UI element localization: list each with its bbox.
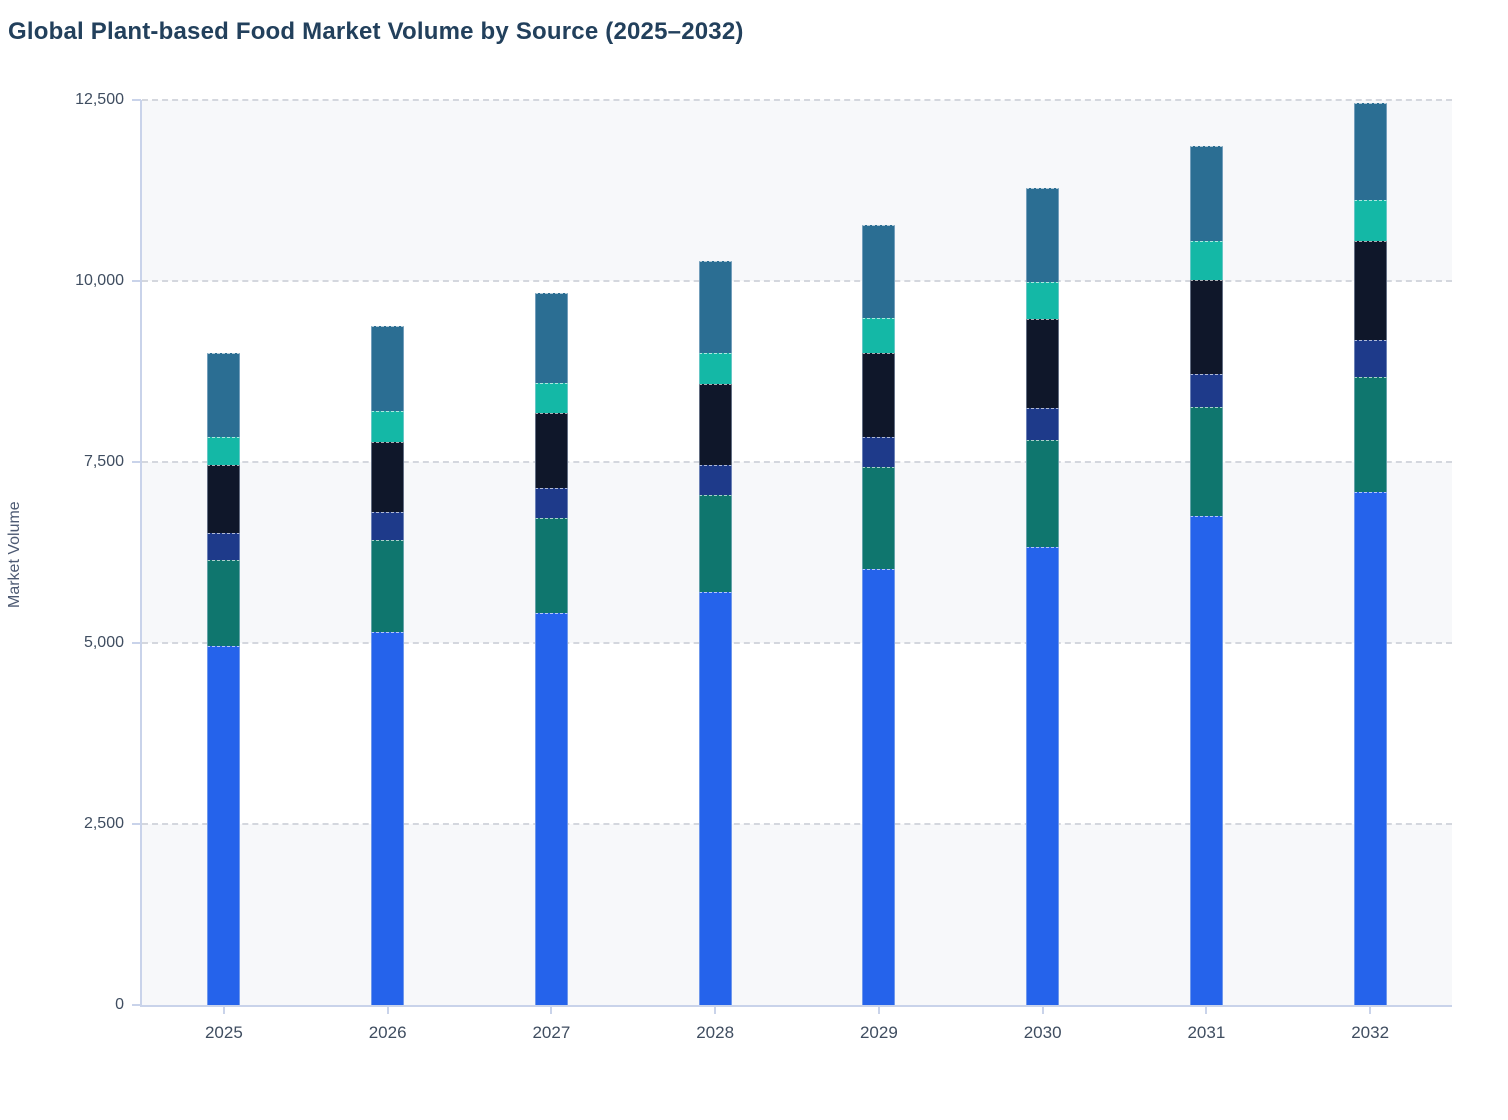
background-band	[142, 281, 1452, 462]
bar-2025-series-3[interactable]	[207, 532, 241, 561]
bar-2032-series-3[interactable]	[1353, 340, 1387, 377]
background-band	[142, 462, 1452, 643]
bar-2025-series-4[interactable]	[207, 464, 241, 533]
bar-2031-series-3[interactable]	[1189, 373, 1223, 407]
background-band	[142, 100, 1452, 281]
y-tick-label: 5,000	[83, 634, 124, 651]
bar-2025-series-1-bottom[interactable]	[207, 645, 241, 1005]
bar-2028-series-2[interactable]	[698, 495, 732, 593]
y-axis-tick	[132, 461, 141, 463]
bar-2031-series-5[interactable]	[1189, 241, 1223, 281]
gridline	[142, 280, 1452, 282]
y-axis-tick	[132, 99, 141, 101]
bar-2029	[862, 225, 896, 1005]
y-axis-tick	[132, 280, 141, 282]
bar-2029-series-3[interactable]	[862, 436, 896, 468]
bar-2032-series-4[interactable]	[1353, 241, 1387, 341]
bar-2030-series-3[interactable]	[1026, 407, 1060, 440]
gridline	[142, 642, 1452, 644]
bar-2031-series-4[interactable]	[1189, 280, 1223, 374]
bar-2028-series-3[interactable]	[698, 464, 732, 496]
x-axis-tick	[1041, 1005, 1044, 1014]
x-tick-label-2028: 2028	[696, 1023, 735, 1042]
bar-2030	[1026, 187, 1060, 1005]
x-tick-label-2031: 2031	[1187, 1023, 1226, 1042]
x-tick-label-2025: 2025	[204, 1023, 243, 1042]
bar-2032-series-1-bottom[interactable]	[1353, 492, 1387, 1005]
bar-2027-series-5[interactable]	[534, 383, 568, 413]
x-tick-label-2032: 2032	[1351, 1023, 1390, 1042]
bar-2032-series-2[interactable]	[1353, 376, 1387, 493]
y-tick-label: 10,000	[75, 272, 124, 289]
gridline	[142, 461, 1452, 463]
bar-2028-series-4[interactable]	[698, 383, 732, 465]
x-tick-label-2026: 2026	[368, 1023, 407, 1042]
bar-2029-series-6-top[interactable]	[862, 225, 896, 318]
bar-2027-series-6-top[interactable]	[534, 293, 568, 384]
background-band	[142, 643, 1452, 824]
bar-2025-series-6-top[interactable]	[207, 352, 241, 438]
bar-2027-series-3[interactable]	[534, 488, 568, 518]
bar-2027-series-2[interactable]	[534, 517, 568, 613]
bar-2026-series-5[interactable]	[371, 410, 405, 442]
y-axis-tick	[132, 823, 141, 825]
bar-2025-series-5[interactable]	[207, 437, 241, 465]
x-axis-tick	[1205, 1005, 1208, 1014]
bar-2031	[1189, 145, 1223, 1005]
background-band	[142, 824, 1452, 1005]
x-tick-label-2029: 2029	[859, 1023, 898, 1042]
bar-2027-series-4[interactable]	[534, 412, 568, 489]
bar-2029-series-2[interactable]	[862, 467, 896, 570]
y-tick-label: 0	[115, 996, 124, 1013]
x-axis-tick	[550, 1005, 553, 1014]
bar-2028	[698, 261, 732, 1005]
bar-2030-series-1-bottom[interactable]	[1026, 546, 1060, 1005]
bar-2026-series-3[interactable]	[371, 511, 405, 541]
x-axis-tick	[714, 1005, 717, 1014]
bar-2029-series-1-bottom[interactable]	[862, 569, 896, 1005]
y-axis-tick	[132, 1004, 141, 1006]
bar-2030-series-6-top[interactable]	[1026, 187, 1060, 282]
y-tick-label: 12,500	[75, 91, 124, 108]
gridline	[142, 99, 1452, 101]
bar-2032	[1353, 102, 1387, 1005]
x-axis-tick	[1369, 1005, 1372, 1014]
bar-2026	[371, 325, 405, 1005]
y-tick-label: 2,500	[83, 815, 124, 832]
bar-2031-series-1-bottom[interactable]	[1189, 515, 1223, 1005]
bar-2027	[534, 293, 568, 1005]
bar-2029-series-4[interactable]	[862, 352, 896, 437]
bar-2026-series-4[interactable]	[371, 441, 405, 512]
gridline	[142, 823, 1452, 825]
plot-area: 0 2,500 5,000 7,500 10,000 12,500 2025 2026 2027…	[75, 91, 1452, 1042]
x-axis-tick	[877, 1005, 880, 1014]
bar-2025-series-2[interactable]	[207, 560, 241, 646]
bar-2027-series-1-bottom[interactable]	[534, 612, 568, 1005]
bar-2031-series-6-top[interactable]	[1189, 145, 1223, 242]
bar-2025	[207, 352, 241, 1005]
bar-2032-series-5[interactable]	[1353, 199, 1387, 242]
bar-2026-series-1-bottom[interactable]	[371, 632, 405, 1005]
bar-2030-series-4[interactable]	[1026, 318, 1060, 408]
bar-2026-series-6-top[interactable]	[371, 325, 405, 411]
x-axis-tick	[386, 1005, 389, 1014]
x-axis-tick	[222, 1005, 225, 1014]
bar-2030-series-2[interactable]	[1026, 439, 1060, 547]
chart-title: Global Plant-based Food Market Volume by…	[8, 18, 744, 46]
bar-2026-series-2[interactable]	[371, 540, 405, 633]
bar-2028-series-5[interactable]	[698, 352, 732, 384]
bar-2029-series-5[interactable]	[862, 317, 896, 353]
bar-2028-series-1-bottom[interactable]	[698, 592, 732, 1005]
bar-2028-series-6-top[interactable]	[698, 261, 732, 353]
bar-2031-series-2[interactable]	[1189, 406, 1223, 516]
x-tick-label-2030: 2030	[1023, 1023, 1062, 1042]
x-tick-label-2027: 2027	[532, 1023, 571, 1042]
bar-2030-series-5[interactable]	[1026, 281, 1060, 319]
y-axis-tick	[132, 642, 141, 644]
y-axis-title: Market Volume	[6, 501, 23, 609]
y-tick-label: 7,500	[83, 453, 124, 470]
bar-2032-series-6-top[interactable]	[1353, 102, 1387, 200]
